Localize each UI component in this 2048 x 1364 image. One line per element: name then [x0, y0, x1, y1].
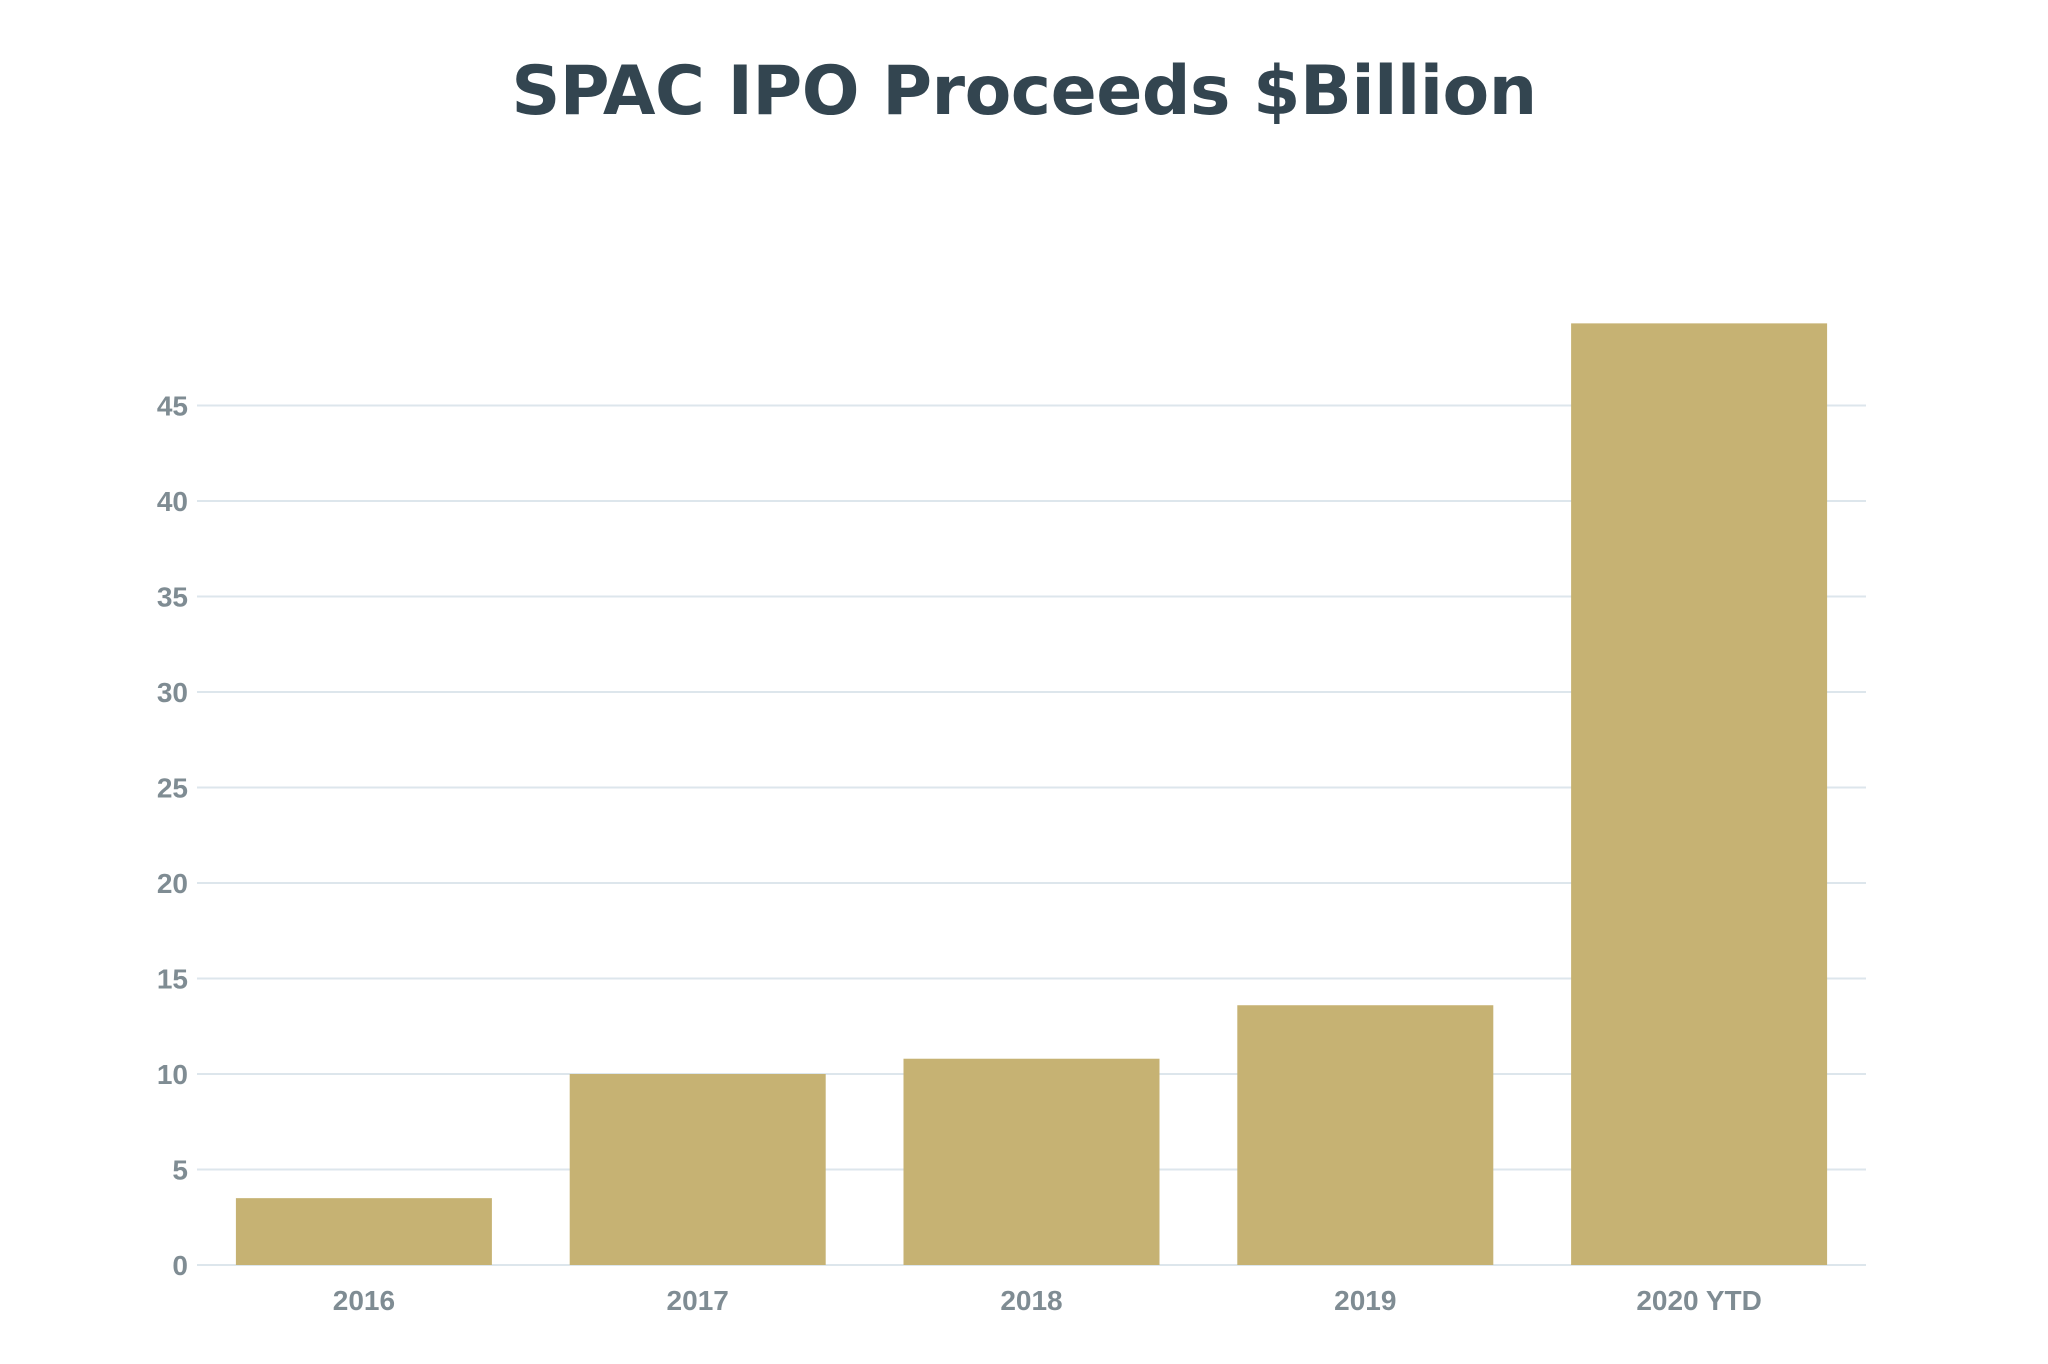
y-tick-label: 10: [157, 1059, 188, 1090]
x-tick-label: 2020 YTD: [1636, 1285, 1762, 1316]
x-axis-ticks: 2016 2017 2018 2019 2020 YTD: [333, 1285, 1762, 1316]
y-axis-ticks: 0 5 10 15 20 25 30 35 40 45: [157, 391, 188, 1282]
y-tick-label: 0: [172, 1250, 188, 1281]
bars: [235, 323, 1828, 1265]
y-tick-label: 45: [157, 391, 188, 422]
y-tick-label: 30: [157, 677, 188, 708]
bar-2018: [903, 1058, 1160, 1265]
x-tick-label: 2019: [1334, 1285, 1396, 1316]
chart-title: SPAC IPO Proceeds $Billion: [511, 52, 1537, 131]
x-tick-label: 2016: [333, 1285, 395, 1316]
x-tick-label: 2018: [1000, 1285, 1062, 1316]
bar-2020-ytd: [1571, 323, 1828, 1265]
bar-2016: [235, 1198, 492, 1265]
x-tick-label: 2017: [667, 1285, 729, 1316]
y-tick-label: 5: [172, 1155, 188, 1186]
y-tick-label: 15: [157, 964, 188, 995]
bar-2017: [569, 1074, 826, 1265]
y-tick-label: 35: [157, 582, 188, 613]
y-tick-label: 20: [157, 868, 188, 899]
y-tick-label: 40: [157, 486, 188, 517]
y-tick-label: 25: [157, 773, 188, 804]
bar-2019: [1237, 1005, 1494, 1265]
